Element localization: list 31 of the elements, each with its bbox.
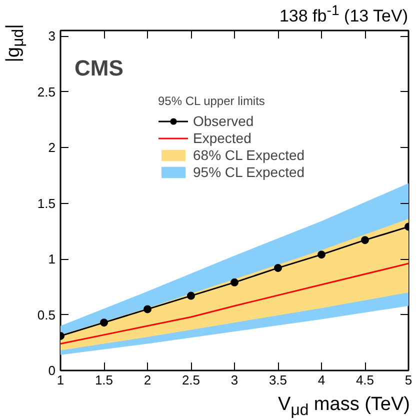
y-tick-label: 3 — [48, 28, 56, 44]
point — [274, 264, 282, 272]
legend-label: 95% CL Expected — [193, 164, 305, 180]
chart-title: 138 fb$^{-1}$ (13 TeV) — [279, 3, 408, 26]
legend-title: 95% CL upper limits — [158, 94, 266, 108]
y-tick-label: 0.5 — [37, 307, 56, 322]
point — [318, 250, 326, 259]
x-tick-label: 4.5 — [356, 372, 374, 388]
x-tick-label: 5 — [404, 372, 412, 388]
x-axis-title: V$_{μd}$ mass (TeV) — [277, 394, 410, 420]
legend-label: 68% CL Expected — [193, 147, 305, 163]
y-tick-label: 2 — [48, 140, 56, 156]
y-tick-label: 0 — [48, 363, 56, 378]
x-tick-label: 2 — [144, 372, 152, 388]
x-tick-label: 1.5 — [94, 372, 114, 388]
x-tick-label: 4 — [318, 372, 326, 388]
point — [361, 236, 369, 244]
y-tick-label: 1.5 — [37, 196, 56, 211]
x-tick-label: 3.5 — [268, 372, 288, 388]
point — [100, 318, 108, 327]
y-tick-label: 2.5 — [37, 84, 56, 100]
point — [187, 292, 195, 300]
annotation: CMS — [74, 56, 124, 80]
x-tick-label: 2.5 — [182, 372, 200, 388]
line-series — [60, 262, 408, 344]
point — [230, 278, 238, 286]
x-tick-label: 3 — [230, 372, 238, 388]
legend-label: Observed — [193, 113, 254, 129]
point — [144, 305, 152, 314]
legend-label: Expected — [193, 130, 252, 146]
y-tick-label: 1 — [48, 252, 56, 267]
